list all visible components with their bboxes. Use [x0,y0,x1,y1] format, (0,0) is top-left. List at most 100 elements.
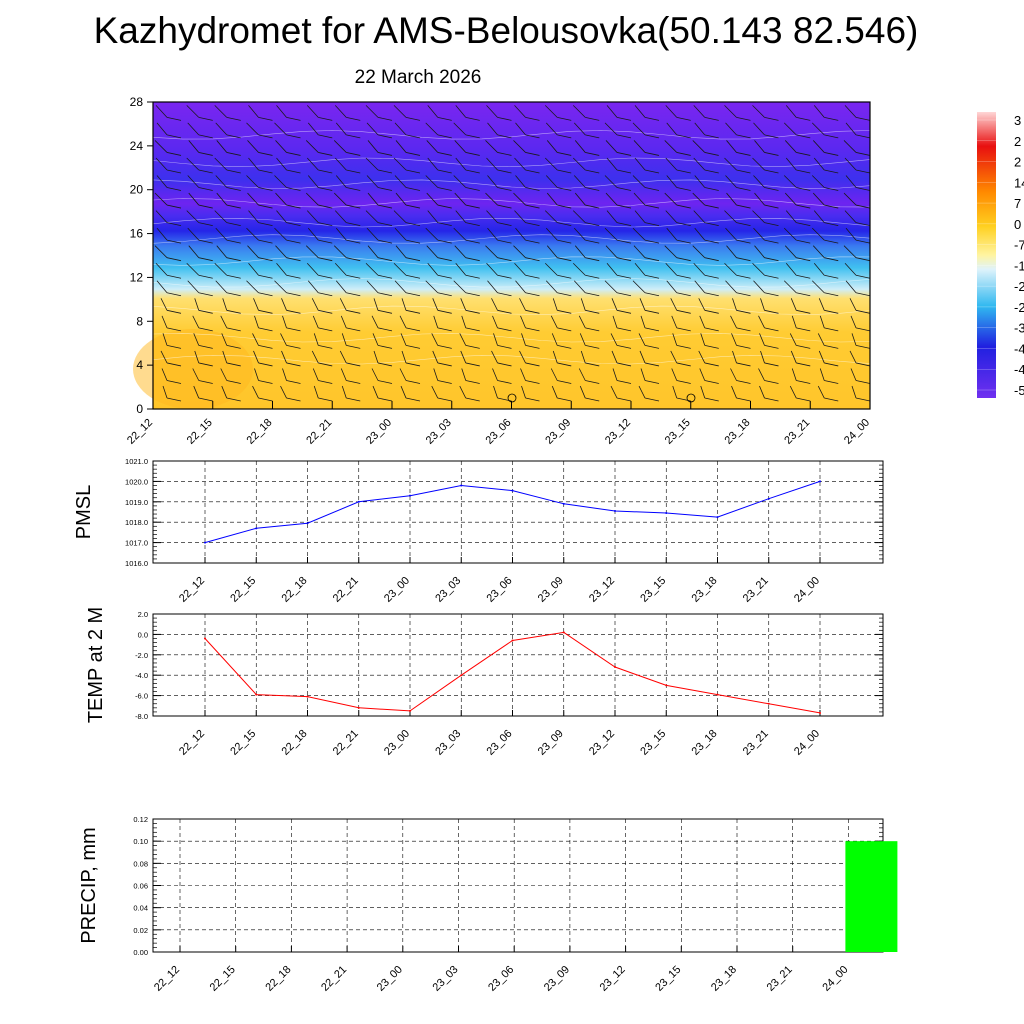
wind-barb [551,333,558,346]
contour-line [152,256,871,266]
wind-barb [275,140,287,153]
wind-barb-flag [585,204,600,209]
wind-barb-flag [676,292,691,297]
x-tick-label: 22_21 [331,575,361,605]
wind-barb [632,122,646,136]
wind-barb-flag [497,292,512,297]
wind-barb-flag [497,327,512,332]
wind-barb-flag [286,380,301,384]
wind-barb [790,298,797,311]
wind-barb-flag [736,274,751,279]
wind-barb [730,368,737,381]
wind-barb [365,105,379,118]
y-axis-title: PMSL [73,485,95,539]
wind-barb-flag [166,222,182,226]
wind-barb-flag [405,397,421,402]
wind-barb-flag [796,204,811,209]
wind-barb [282,368,287,381]
wind-barb-flag [557,116,572,121]
wind-barb [156,122,168,136]
wind-barb [544,105,558,118]
wind-barb-flag [855,152,871,156]
wind-barb [760,350,765,364]
wind-barb [698,350,706,364]
data-point [511,489,514,492]
colorbar-label: -4 [1014,341,1024,356]
contour-line [152,179,871,189]
section-x-label: 22_12 [125,417,155,447]
data-point [255,693,258,696]
wind-barb-flag [258,169,273,174]
data-point [511,639,514,642]
wind-barb [492,315,498,329]
wind-barb-flag [286,327,301,332]
wind-barb [634,210,646,223]
wind-barb [313,385,319,399]
wind-barb [253,298,259,311]
wind-barb-flag [497,309,512,314]
wind-barb-flag [226,292,241,297]
wind-barb [759,385,765,399]
wind-barb [813,262,825,276]
wind-barb [785,105,797,118]
wind-barb-flag [437,292,452,297]
wind-barb-flag [497,152,512,156]
wind-barb [221,333,228,346]
wind-barb-flag [824,187,839,191]
wind-barb [520,368,526,381]
data-point [716,516,719,519]
wind-barb [366,175,379,188]
wind-barb [665,157,678,171]
wind-barb [812,140,825,153]
wind-barb [487,175,498,188]
wind-barb-flag [286,362,301,367]
wind-barb-flag [644,169,660,174]
wind-barb-flag [525,327,540,332]
wind-barb-flag [465,292,480,297]
wind-barb-flag [796,309,811,314]
wind-barb [366,122,379,136]
y-tick-label: 1020.0 [125,477,148,486]
wind-barb-flag [497,116,512,121]
section-fill [153,102,870,409]
wind-barb [612,315,618,328]
wind-barb-flag [405,380,421,384]
wind-barb-flag [166,309,182,314]
wind-barb [851,385,857,399]
data-point [357,500,360,503]
wind-barb-flag [198,380,213,384]
colorbar-label: 14 [1014,175,1024,190]
wind-barb [843,245,857,258]
wind-barb [845,122,857,136]
wind-barb [730,315,737,329]
wind-barb [312,315,319,329]
wind-barb [785,157,797,171]
wind-barb-flag [676,362,691,367]
wind-barb [605,192,618,206]
wind-barb-flag [318,204,333,209]
x-tick-label: 22_12 [152,964,182,994]
wind-barb [844,157,857,171]
wind-barb [248,105,259,118]
wind-barb [186,210,200,223]
wind-barb [606,210,618,223]
wind-barb-flag [704,380,719,384]
wind-barb [487,280,498,294]
wind-barb [188,245,200,258]
wind-barb [813,105,825,118]
wind-barb-flag [465,327,480,332]
section-x-label: 23_15 [663,417,693,447]
wind-barb-flag [764,257,779,262]
wind-barb [372,333,379,346]
wind-barb [790,350,797,364]
wind-barb-flag [258,309,273,314]
wind-barb-flag [318,239,333,244]
wind-barb [692,192,706,206]
wind-barb [248,210,259,223]
wind-barb [281,298,287,311]
wind-barb-flag [405,169,421,174]
wind-barb [340,368,347,381]
precip-panel: 0.00 0.02 0.04 0.06 0.08 0.10 0.12 22_12 22_15 22… [78,815,898,994]
wind-barb [514,262,526,276]
wind-barb-flag [286,292,301,297]
